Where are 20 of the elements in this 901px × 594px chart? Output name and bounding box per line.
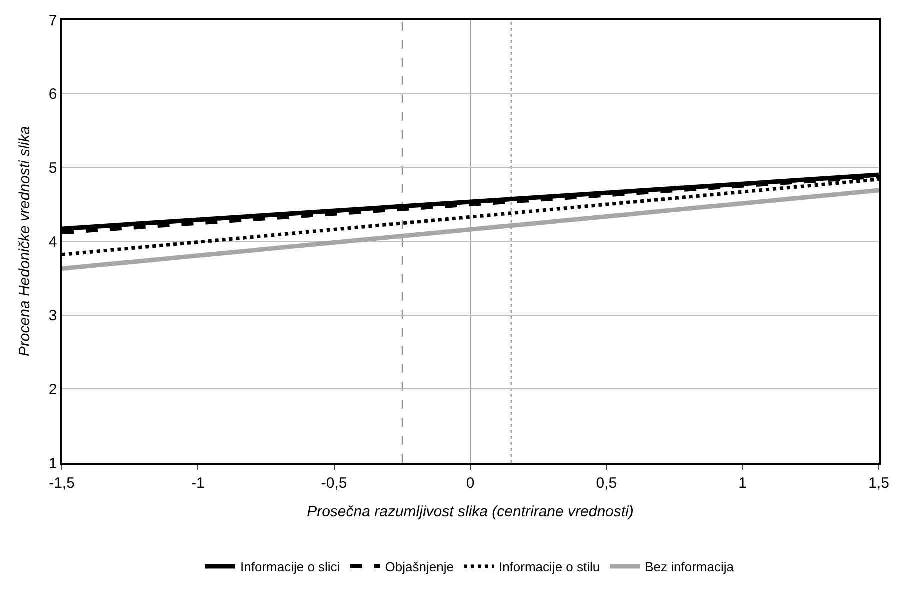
x-tick-label: -0,5 <box>321 474 348 492</box>
y-tick-label: 1 <box>48 455 58 472</box>
x-tick-label: -1,5 <box>49 474 75 492</box>
y-tick-label: 2 <box>48 381 58 398</box>
legend-label: Objašnjenje <box>385 560 454 575</box>
x-tick-label: 1,5 <box>868 474 890 492</box>
x-tick-label: 0 <box>466 474 475 492</box>
y-tick-label: 5 <box>48 160 58 177</box>
x-tick-label: -1 <box>192 474 205 492</box>
x-tick-label: 1 <box>738 474 747 492</box>
y-tick-label: 3 <box>48 308 58 325</box>
legend-label: Informacije o stilu <box>498 560 600 575</box>
y-tick-label: 7 <box>48 12 58 30</box>
y-tick-label: 4 <box>48 234 58 251</box>
y-tick-label: 6 <box>48 86 58 104</box>
x-axis-title: Prosečna razumljivost slika (centrirane vrednosti) <box>307 503 634 520</box>
x-tick-label: 0,5 <box>596 474 618 492</box>
legend-label: Informacije o slici <box>240 560 340 575</box>
y-axis-title: Procena Hedoničke vrednosti slika <box>16 126 34 357</box>
legend-label: Bez informacija <box>645 560 735 575</box>
